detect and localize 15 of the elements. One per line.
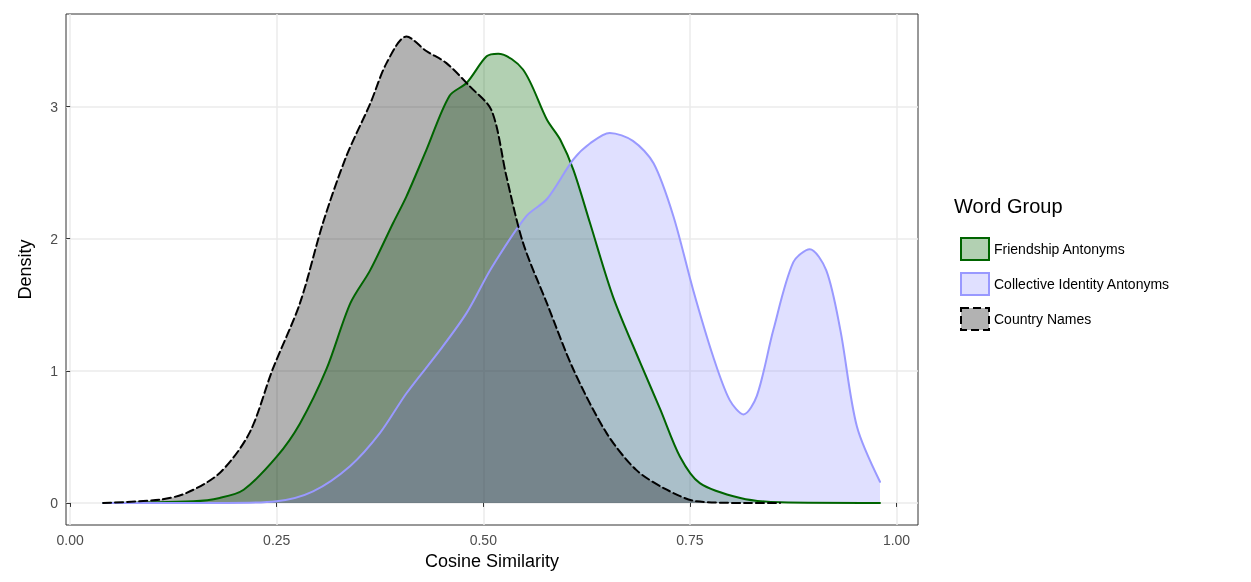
- legend-label: Collective Identity Antonyms: [994, 276, 1170, 292]
- y-tick-label: 1: [50, 362, 59, 379]
- x-tick-label: 1.00: [882, 532, 911, 548]
- x-tick-label: 0.00: [56, 532, 84, 548]
- y-axis-title: Density: [15, 239, 35, 300]
- legend-label: Country Names: [994, 311, 1092, 327]
- y-tick-label: 3: [50, 98, 59, 115]
- x-tick-label: 0.25: [263, 532, 291, 548]
- legend-label: Friendship Antonyms: [994, 241, 1125, 257]
- y-tick-label: 2: [50, 230, 59, 247]
- x-axis-title: Cosine Similarity: [424, 550, 560, 571]
- x-tick-label: 0.50: [469, 532, 498, 548]
- y-tick-label: 0: [50, 494, 59, 511]
- legend-title: Word Group: [954, 195, 1063, 217]
- x-tick-label: 0.75: [676, 532, 704, 548]
